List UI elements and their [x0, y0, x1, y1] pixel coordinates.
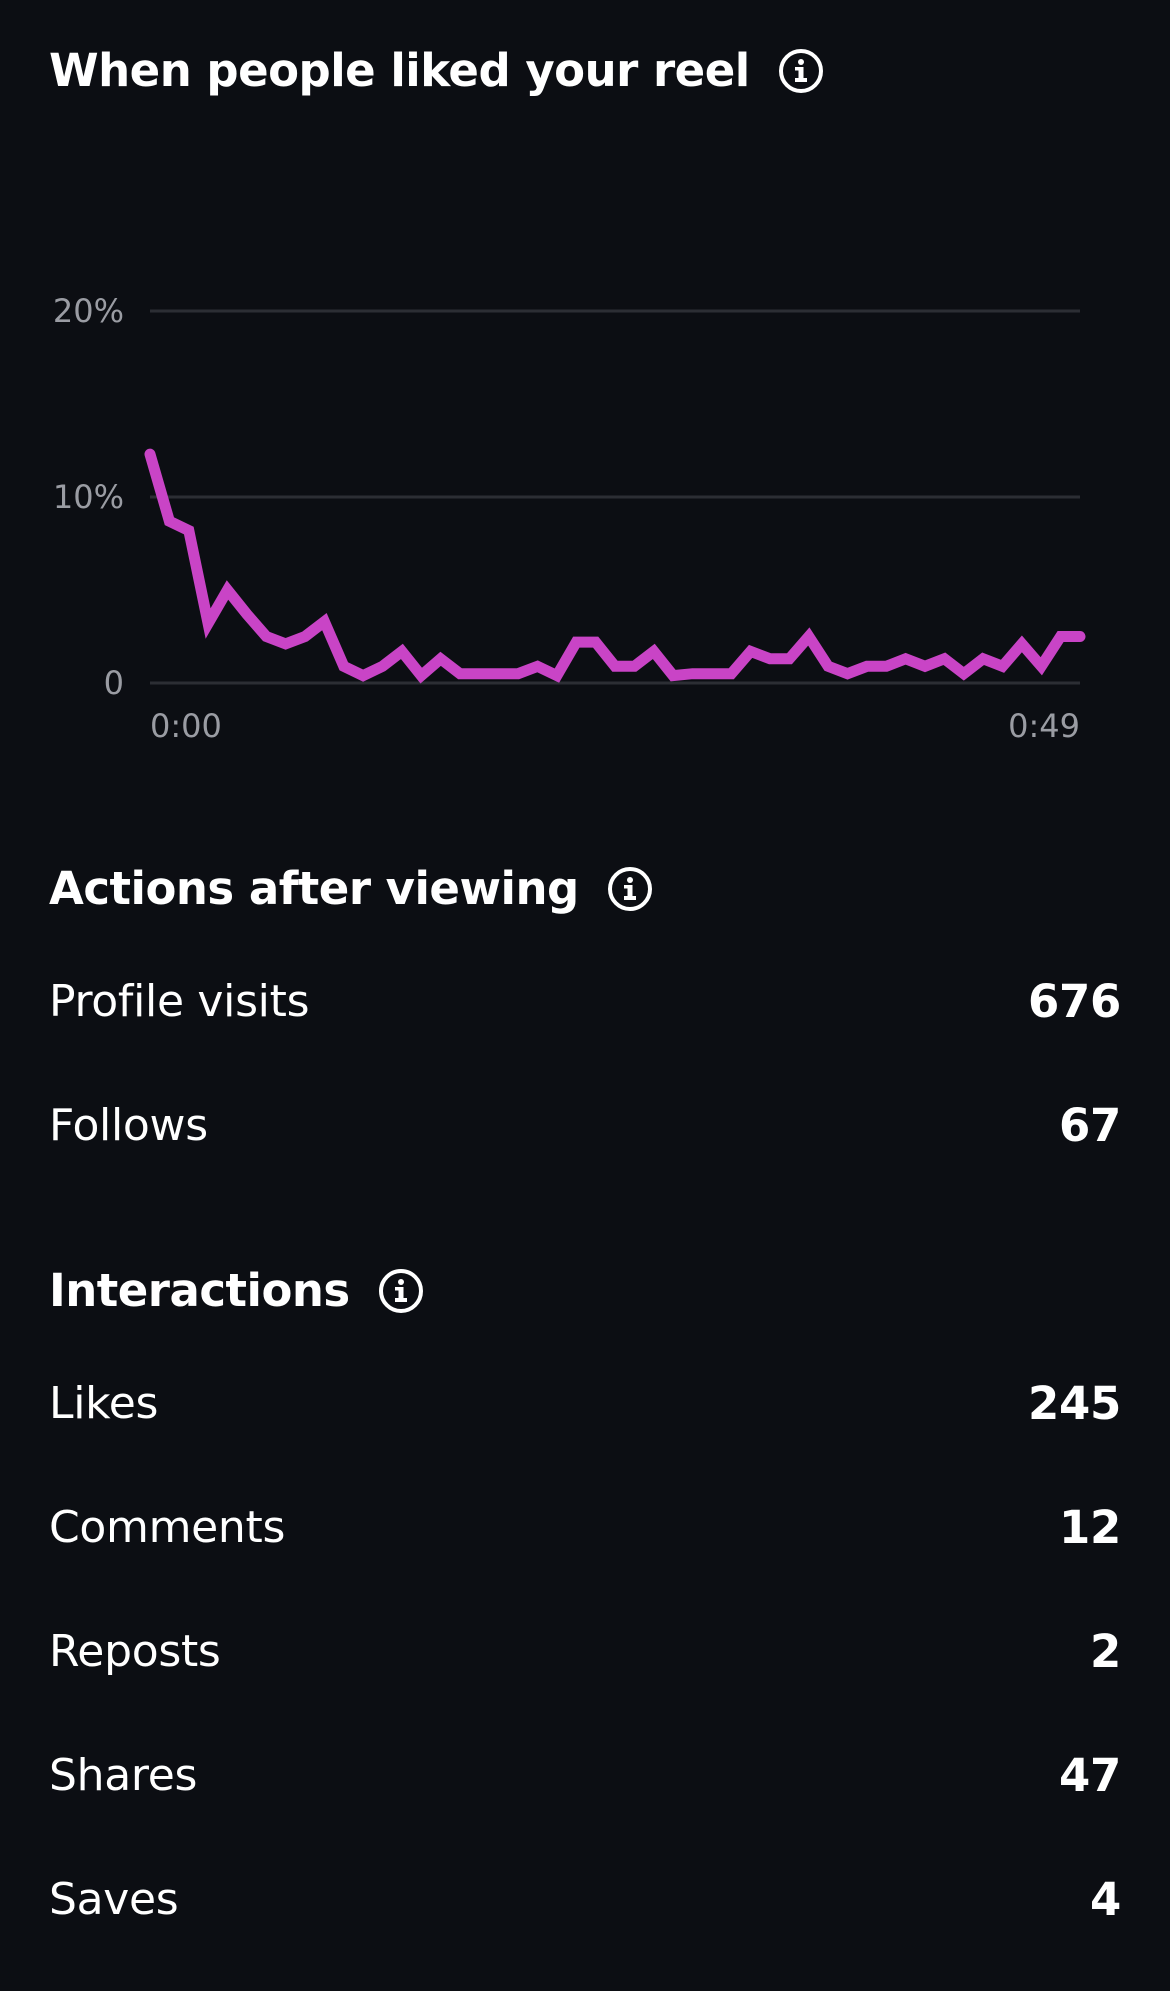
stat-label: Saves [49, 1873, 179, 1925]
stat-row-shares: Shares 47 [49, 1745, 1121, 1805]
stat-value: 676 [1027, 974, 1121, 1028]
x-tick-label: 0:49 [1008, 707, 1080, 745]
series-line [144, 448, 1086, 684]
likes-chart-svg: 0 10% 20% 0:00 0:49 [53, 292, 1086, 745]
liked-section-header: When people liked your reel [49, 44, 824, 97]
stat-value: 12 [1058, 1500, 1121, 1554]
stat-label: Follows [49, 1099, 208, 1151]
y-tick-label: 0 [104, 664, 124, 702]
stat-label: Shares [49, 1749, 198, 1801]
liked-section-title: When people liked your reel [49, 44, 750, 97]
stat-row-likes: Likes 245 [49, 1373, 1121, 1433]
x-tick-label: 0:00 [150, 707, 222, 745]
actions-section-title: Actions after viewing [49, 862, 579, 915]
info-icon[interactable] [607, 866, 653, 912]
info-icon[interactable] [378, 1268, 424, 1314]
stat-value: 245 [1027, 1376, 1121, 1430]
stat-value: 2 [1089, 1624, 1121, 1678]
stat-value: 47 [1058, 1748, 1121, 1802]
stat-row-saves: Saves 4 [49, 1869, 1121, 1929]
stat-label: Profile visits [49, 975, 310, 1027]
info-icon[interactable] [778, 48, 824, 94]
stat-row-comments: Comments 12 [49, 1497, 1121, 1557]
y-tick-label: 20% [53, 292, 124, 330]
actions-section-header: Actions after viewing [49, 862, 653, 915]
interactions-section-header: Interactions [49, 1264, 424, 1317]
stat-label: Likes [49, 1377, 159, 1429]
stat-row-reposts: Reposts 2 [49, 1621, 1121, 1681]
interactions-section-title: Interactions [49, 1264, 350, 1317]
stat-row-profile-visits: Profile visits 676 [49, 971, 1121, 1031]
y-tick-label: 10% [53, 478, 124, 516]
likes-chart: 0 10% 20% 0:00 0:49 [0, 240, 1170, 760]
stat-label: Reposts [49, 1625, 221, 1677]
stat-row-follows: Follows 67 [49, 1095, 1121, 1155]
stat-value: 67 [1058, 1098, 1121, 1152]
stat-value: 4 [1089, 1872, 1121, 1926]
stat-label: Comments [49, 1501, 286, 1553]
